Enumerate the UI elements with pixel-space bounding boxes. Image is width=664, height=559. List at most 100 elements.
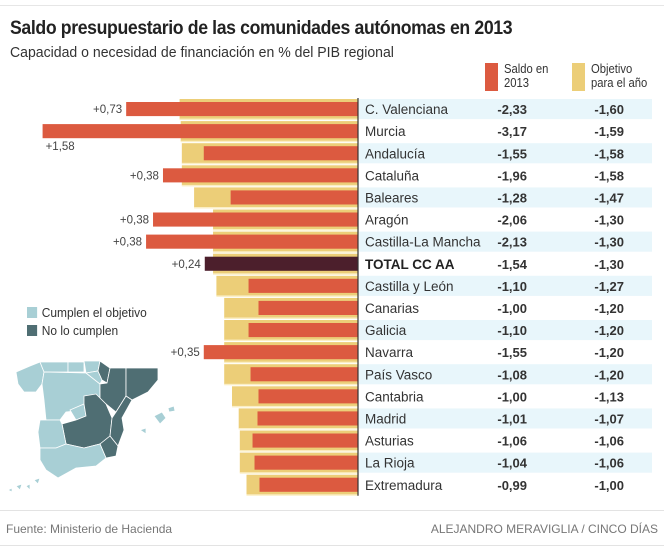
top-divider [0, 5, 664, 6]
value-objetivo: -1,20 [594, 301, 624, 316]
bar-separator [239, 472, 358, 474]
value-objetivo: -1,07 [594, 411, 624, 426]
value-objetivo: -1,06 [594, 456, 624, 471]
bar-saldo [146, 234, 358, 249]
bar-separator [224, 361, 358, 364]
bar-saldo [258, 300, 358, 315]
table-row-background [359, 231, 652, 252]
map-region-andalucia [39, 443, 107, 479]
legend-label-objetivo: Objetivo para el año [591, 62, 648, 90]
value-saldo: -1,55 [497, 146, 527, 161]
map-region-extremadura [37, 419, 67, 449]
value-objetivo: -1,47 [594, 190, 624, 205]
bar-saldo [248, 278, 358, 293]
value-objetivo: -1,06 [594, 434, 624, 449]
map-region-cataluna [125, 367, 159, 401]
map-legend-swatch-cumplen [27, 307, 38, 318]
value-saldo: -1,04 [497, 456, 527, 471]
bar-separator [194, 207, 358, 209]
value-objetivo: -1,30 [594, 235, 624, 250]
table-row-background [359, 143, 652, 164]
row-label: Extremadura [365, 478, 443, 493]
value-objetivo: -1,20 [594, 345, 624, 360]
bar-separator [216, 295, 358, 297]
bar-annotation: +0,38 [120, 215, 149, 227]
table-row-background [359, 408, 652, 429]
footer-divider-bottom [0, 545, 664, 546]
legend-swatch-objetivo [572, 63, 585, 91]
bar-saldo-total [204, 256, 358, 271]
bar-annotation: +0,38 [130, 170, 159, 182]
chart-title: Saldo presupuestario de las comunidades … [10, 18, 513, 39]
bar-saldo [126, 102, 358, 117]
row-label: Castilla y León [365, 279, 454, 294]
row-label: Andalucía [365, 146, 426, 161]
value-saldo: -1,96 [497, 168, 527, 183]
value-saldo: -1,55 [497, 345, 527, 360]
footer-divider-top [0, 510, 664, 511]
bar-saldo [230, 190, 358, 205]
row-label: Canarias [365, 301, 419, 316]
map-region-navarra [97, 360, 111, 384]
row-label: Murcia [365, 124, 406, 139]
value-saldo: -1,10 [497, 323, 527, 338]
value-saldo: -2,13 [497, 235, 527, 250]
map-region-canarias [7, 477, 41, 493]
bar-saldo [250, 367, 358, 382]
map-region-baleares-3 [139, 427, 147, 435]
bar-saldo [42, 124, 359, 139]
value-objetivo: -1,13 [594, 389, 624, 404]
bar-annotation: +0,73 [93, 104, 122, 116]
bar-saldo [153, 212, 358, 227]
bar-separator [179, 118, 358, 121]
table-row-background [359, 275, 652, 296]
bar-annotation: +1,58 [46, 141, 75, 153]
value-objetivo: -1,00 [594, 478, 624, 493]
row-label: Asturias [365, 434, 414, 449]
bar-separator [181, 162, 358, 165]
value-saldo: -1,54 [497, 257, 527, 272]
bar-separator [238, 428, 358, 430]
bar-saldo [252, 433, 358, 448]
bar-annotation: +0,24 [172, 259, 202, 271]
spain-map [7, 360, 176, 493]
map-legend-no-cumplen: No lo cumplen [27, 323, 118, 338]
bars [42, 99, 359, 496]
value-saldo: -3,17 [497, 124, 527, 139]
table-text: +0,73 C. Valenciana -2,33 -1,60 +1,58 Murcia -… [46, 102, 624, 493]
map-legend-label-no-cumplen: No lo cumplen [41, 323, 119, 338]
value-objetivo: -1,30 [594, 213, 624, 228]
value-saldo: -1,28 [497, 190, 527, 205]
bar-saldo [257, 411, 358, 426]
map-region-cantabria [67, 361, 85, 373]
table-row-background [359, 320, 652, 341]
legend-label-saldo: Saldo en 2013 [504, 62, 549, 90]
source-note: Fuente: Ministerio de Hacienda [6, 522, 173, 536]
row-label: Cantabria [365, 389, 424, 404]
bar-separator [224, 339, 358, 342]
bar-separator [246, 494, 358, 496]
value-saldo: -1,00 [497, 301, 527, 316]
row-label: La Rioja [365, 456, 415, 471]
map-legend-label-cumplen: Cumplen el objetivo [41, 305, 147, 320]
bar-separator [224, 317, 358, 319]
legend-swatch-saldo [485, 63, 498, 91]
row-label: Cataluña [365, 168, 420, 183]
bar-saldo [248, 323, 358, 338]
bar-saldo [254, 455, 358, 470]
row-label: Baleares [365, 190, 419, 205]
map-region-asturias [39, 361, 69, 373]
row-backgrounds [359, 99, 652, 473]
row-label: TOTAL CC AA [365, 257, 455, 272]
map-legend-swatch-no-cumplen [27, 325, 38, 336]
value-objetivo: -1,59 [594, 124, 624, 139]
bar-separator [180, 140, 358, 143]
row-label: Madrid [365, 411, 406, 426]
row-label: Galicia [365, 323, 407, 338]
bar-annotation: +0,35 [171, 347, 200, 359]
map-legend-cumplen: Cumplen el objetivo [27, 305, 147, 320]
value-saldo: -2,06 [497, 213, 527, 228]
row-label: Castilla-La Mancha [365, 235, 481, 250]
bar-annotation: +0,38 [113, 237, 142, 249]
